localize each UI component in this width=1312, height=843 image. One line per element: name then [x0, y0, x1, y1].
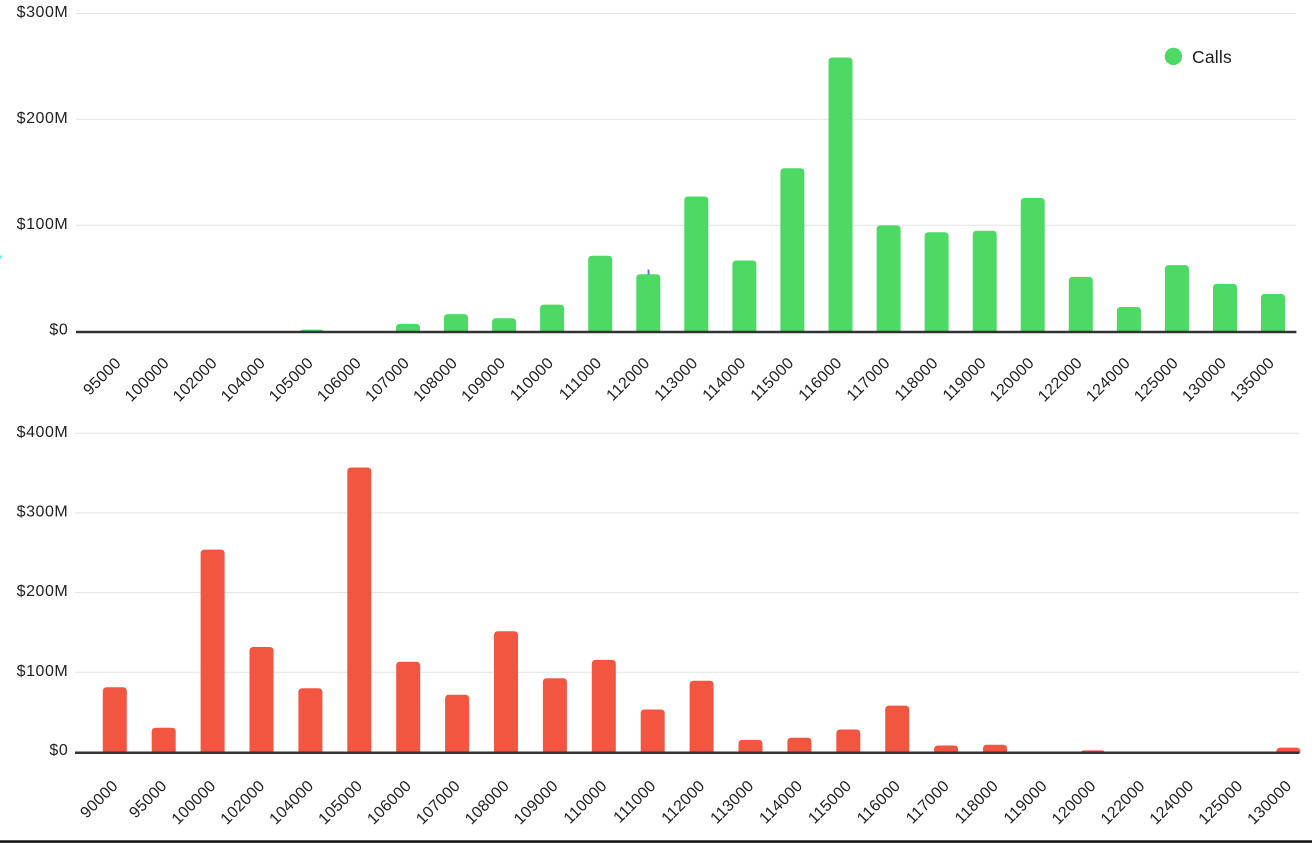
svg-text:$400M: $400M — [17, 424, 69, 441]
svg-text:$100M: $100M — [17, 216, 69, 233]
svg-text:Calls: Calls — [1192, 47, 1232, 67]
svg-text:$200M: $200M — [17, 583, 69, 600]
svg-text:$0: $0 — [49, 742, 68, 759]
svg-text:$0: $0 — [49, 322, 68, 339]
svg-text:$200M: $200M — [17, 110, 69, 127]
svg-text:$300M: $300M — [17, 4, 69, 21]
svg-text:$300M: $300M — [17, 504, 69, 521]
svg-text:$100M: $100M — [17, 663, 69, 680]
